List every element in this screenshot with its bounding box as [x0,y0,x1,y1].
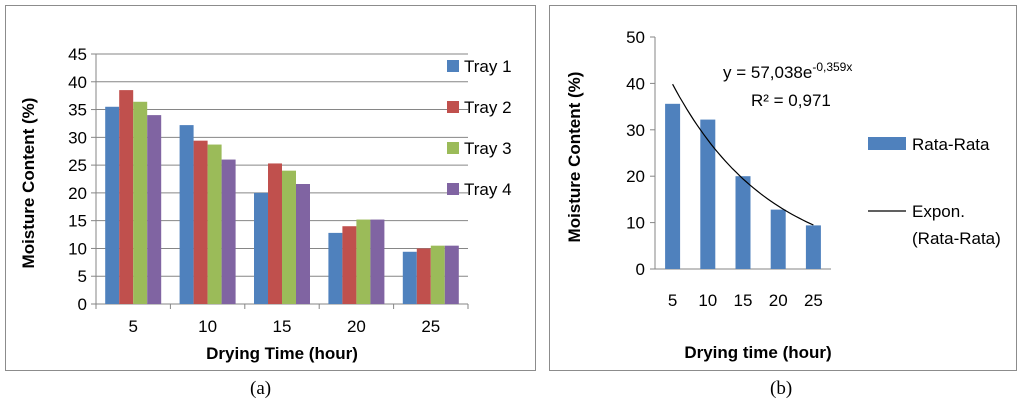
bar [665,103,681,269]
x-tick-label: 10 [698,291,717,310]
legend-label: Tray 2 [464,98,512,117]
legend-swatch [447,60,459,72]
bar-chart-a: 0 5 10 15 20 25 30 35 40 45 5 10 15 20 25 Drying Time (… [19,45,512,363]
chart-panel-a: 0 5 10 15 20 25 30 35 40 45 5 10 15 20 25 Drying Time (… [5,5,536,371]
bar [356,219,371,304]
y-tick-label: 0 [636,260,645,279]
x-tick-label: 25 [421,317,440,336]
bar [328,232,343,304]
bar [254,192,268,304]
y-tick-label: 40 [626,74,645,93]
bar [296,184,310,304]
y-tick-label: 5 [78,267,87,286]
trendline-equation: y = 57,038e-0,359x [723,60,852,82]
bar [119,90,134,304]
bar [416,248,431,304]
y-tick-label: 45 [68,45,87,64]
bar [805,225,821,269]
legend-label: Tray 1 [464,57,512,76]
legend-trendline-label: (Rata-Rata) [912,229,1001,248]
bar [402,251,417,304]
x-axis-title: Drying time (hour) [684,343,831,362]
y-axis-title: Moisture Content (%) [19,98,38,269]
y-tick-label: 20 [68,184,87,203]
bar [268,163,282,304]
legend-swatch [447,101,459,113]
y-tick-label: 30 [626,121,645,140]
caption-a: (a) [250,378,272,399]
legend-swatch [447,142,459,154]
y-tick-label: 20 [626,167,645,186]
y-tick-label: 15 [68,212,87,231]
y-tick-label: 0 [78,295,87,314]
legend-label: Tray 4 [464,180,512,199]
bar [133,101,148,305]
bar [370,219,385,304]
y-tick-label: 10 [68,239,87,258]
bar [207,144,222,304]
x-tick-label: 20 [769,291,788,310]
x-tick-label: 15 [734,291,753,310]
bar [735,176,751,269]
x-tick-label: 10 [198,317,217,336]
x-tick-label: 5 [128,317,137,336]
bar [770,209,786,269]
legend-trendline-label: Expon. [912,202,965,221]
bar [700,119,716,269]
chart-panel-b: 0 10 20 30 40 50 5 10 15 20 25 y = 57,038e-0,359x R²… [549,5,1017,371]
caption-b: (b) [770,378,793,399]
bar [430,245,445,304]
x-tick-label: 25 [804,291,823,310]
bar [342,226,357,304]
bar [221,159,236,304]
bar [179,125,194,304]
bar [105,106,120,305]
x-tick-label: 20 [347,317,366,336]
legend-swatch [447,183,459,195]
trendline [672,83,814,226]
bar [282,170,296,304]
bar [147,115,162,304]
y-tick-label: 40 [68,73,87,92]
legend-label: Rata-Rata [912,135,990,154]
y-tick-label: 50 [626,28,645,47]
bar [444,245,459,304]
y-axis-title: Moisture Content (%) [565,72,584,243]
legend-swatch [868,137,906,150]
bar [193,140,208,304]
bar-chart-b: 0 10 20 30 40 50 5 10 15 20 25 y = 57,038e-0,359x R²… [565,28,1001,362]
r-squared-label: R² = 0,971 [751,91,831,110]
x-axis-title: Drying Time (hour) [206,344,358,363]
y-tick-label: 25 [68,156,87,175]
legend-label: Tray 3 [464,139,512,158]
x-tick-label: 15 [273,317,292,336]
y-tick-label: 10 [626,214,645,233]
y-tick-label: 35 [68,101,87,120]
y-tick-label: 30 [68,128,87,147]
x-tick-label: 5 [668,291,677,310]
